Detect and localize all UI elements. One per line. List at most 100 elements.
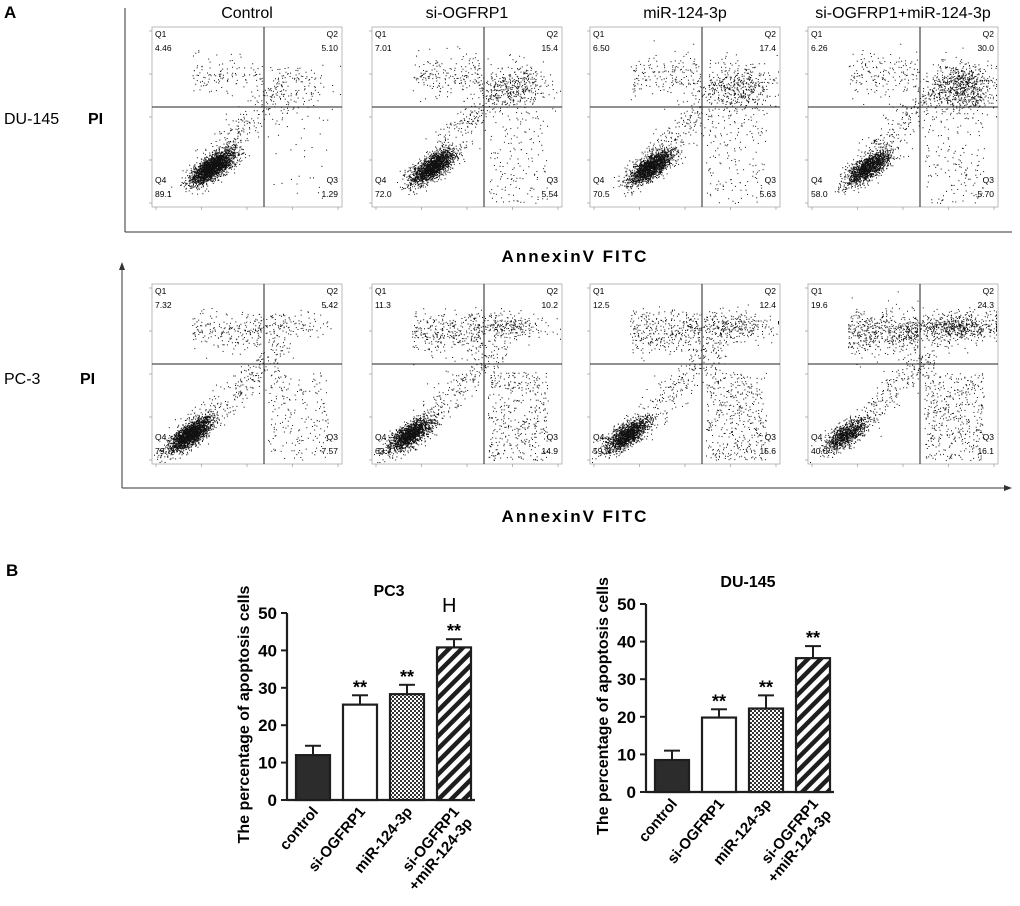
quadrant-name: Q1 xyxy=(593,29,605,39)
quadrant-value-q1: 12.5 xyxy=(593,300,610,310)
quadrant-name: Q2 xyxy=(983,286,995,296)
event-dots xyxy=(613,40,779,204)
quadrant-value-q2: 5.42 xyxy=(321,300,338,310)
column-header: si-OGFRP1 xyxy=(426,5,509,22)
event-dots xyxy=(834,43,997,204)
y-tick-label: 50 xyxy=(258,604,277,623)
plot-frame xyxy=(589,26,781,208)
quadrant-value-q1: 6.26 xyxy=(811,43,828,53)
y-axis-label: The percentage of apoptosis cells xyxy=(595,577,612,835)
event-dots xyxy=(810,291,997,463)
quadrant-value-q4: 70.5 xyxy=(593,189,610,199)
significance-marker: ** xyxy=(447,621,461,641)
bar-charts: PC3 The percentage of apoptosis cells 0 10 2… xyxy=(236,574,835,894)
quadrant-name: Q2 xyxy=(765,286,777,296)
quadrant-name: Q3 xyxy=(983,432,995,442)
quadrant-value-q1: 11.3 xyxy=(375,300,391,310)
bar xyxy=(794,657,832,794)
x-tick-label: control xyxy=(276,804,322,854)
column-header: Control xyxy=(221,5,273,22)
y-tick-label: 30 xyxy=(617,670,636,689)
flow-plot: Q1 19.6 Q2 24.3 Q3 16.1 Q4 40.0 xyxy=(805,283,999,467)
quadrant-name: Q4 xyxy=(593,175,605,185)
quadrant-value-q4: 79.7 xyxy=(155,446,172,456)
quadrant-name: Q1 xyxy=(375,29,387,39)
y-tick-label: 20 xyxy=(258,716,277,735)
quadrant-name: Q1 xyxy=(811,29,823,39)
pi-axis-label: PI xyxy=(88,111,103,128)
y-tick-label: 20 xyxy=(617,708,636,727)
flow-plot: Q1 7.32 Q2 5.42 Q3 7.57 Q4 79.7 xyxy=(149,283,343,467)
x-tick-label: control xyxy=(635,796,681,846)
quadrant-value-q1: 7.01 xyxy=(375,43,392,53)
quadrant-value-q3: 7.57 xyxy=(321,446,338,456)
quadrant-name: Q4 xyxy=(811,175,823,185)
quadrant-name: Q2 xyxy=(765,29,777,39)
y-tick-label: 0 xyxy=(627,783,636,802)
quadrant-value-q3: 1.29 xyxy=(321,189,338,199)
quadrant-name: Q4 xyxy=(155,175,167,185)
flow-plot: Q1 6.26 Q2 30.0 Q3 5.70 Q4 58.0 xyxy=(805,26,999,210)
bar xyxy=(435,646,473,802)
quadrant-value-q2: 24.3 xyxy=(977,300,994,310)
flow-plot: Q1 7.01 Q2 15.4 Q3 5.54 Q4 72.0 xyxy=(369,26,563,210)
quadrant-name: Q2 xyxy=(327,29,339,39)
quadrant-name: Q4 xyxy=(155,432,167,442)
quadrant-name: Q4 xyxy=(593,432,605,442)
quadrant-name: Q3 xyxy=(983,175,995,185)
column-headers: Control si-OGFRP1 miR-124-3p si-OGFRP1+miR-… xyxy=(221,5,991,22)
quadrant-value-q3: 14.9 xyxy=(541,446,558,456)
cell-line-label-du145: DU-145 xyxy=(4,111,59,128)
y-tick-label: 40 xyxy=(258,641,277,660)
quadrant-value-q1: 6.50 xyxy=(593,43,610,53)
y-tick-label: 30 xyxy=(258,679,277,698)
quadrant-name: Q2 xyxy=(547,286,559,296)
quadrant-value-q2: 10.2 xyxy=(541,300,558,310)
event-dots xyxy=(374,307,561,463)
bar xyxy=(653,758,691,794)
quadrant-name: Q4 xyxy=(375,175,387,185)
quadrant-name: Q1 xyxy=(375,286,387,296)
quadrant-value-q1: 4.46 xyxy=(155,43,172,53)
y-tick-label: 10 xyxy=(617,745,636,764)
quadrant-name: Q2 xyxy=(547,29,559,39)
quadrant-value-q3: 5.63 xyxy=(759,189,776,199)
event-dots xyxy=(397,46,561,204)
flow-plot: Q1 11.3 Q2 10.2 Q3 14.9 Q4 63.7 xyxy=(369,283,563,467)
row1-axes xyxy=(124,8,1012,233)
quadrant-name: Q3 xyxy=(547,175,559,185)
significance-marker: ** xyxy=(806,628,820,648)
significance-marker: ** xyxy=(759,677,773,697)
quadrant-value-q2: 15.4 xyxy=(541,43,558,53)
quadrant-value-q2: 5.10 xyxy=(321,43,338,53)
bar xyxy=(747,707,785,794)
column-header: miR-124-3p xyxy=(643,5,727,22)
quadrant-value-q2: 17.4 xyxy=(759,43,776,53)
plot-frame xyxy=(151,26,343,208)
chart-title: DU-145 xyxy=(720,574,775,591)
quadrant-name: Q1 xyxy=(155,29,167,39)
row2-axes xyxy=(119,262,1012,491)
quadrant-value-q1: 7.32 xyxy=(155,300,172,310)
bar xyxy=(700,716,738,794)
annexin-axis-label: AnnexinV FITC xyxy=(502,247,649,266)
y-tick-label: 10 xyxy=(258,754,277,773)
quadrant-value-q1: 19.6 xyxy=(811,300,828,310)
quadrant-value-q4: 63.7 xyxy=(375,446,392,456)
quadrant-name: Q1 xyxy=(593,286,605,296)
event-dots xyxy=(592,304,779,463)
quadrant-name: Q3 xyxy=(327,175,339,185)
chart-title: PC3 xyxy=(373,583,404,600)
stray-mark: H xyxy=(442,595,456,617)
quadrant-name: Q3 xyxy=(547,432,559,442)
flow-plot: Q1 6.50 Q2 17.4 Q3 5.63 Q4 70.5 xyxy=(587,26,781,210)
y-axis-label: The percentage of apoptosis cells xyxy=(236,585,253,843)
quadrant-name: Q1 xyxy=(155,286,167,296)
cell-line-label-pc3: PC-3 xyxy=(4,371,41,388)
quadrant-name: Q3 xyxy=(765,175,777,185)
panel-a-label: A xyxy=(4,3,16,22)
significance-marker: ** xyxy=(400,667,414,687)
annexin-axis-label: AnnexinV FITC xyxy=(502,507,649,526)
quadrant-value-q3: 16.1 xyxy=(977,446,994,456)
quadrant-value-q4: 58.0 xyxy=(811,189,828,199)
